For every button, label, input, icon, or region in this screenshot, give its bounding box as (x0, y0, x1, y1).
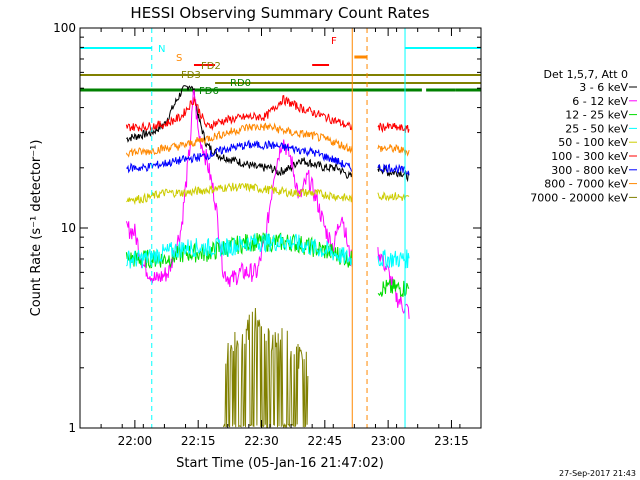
legend-entry: 7000 - 20000 keV (530, 191, 628, 204)
x-tick-label: 22:45 (308, 434, 343, 448)
legend-entry: 300 - 800 keV (551, 164, 628, 177)
y-axis-label: Count Rate (s⁻¹ detector⁻¹) (29, 140, 44, 317)
legend-entry: 50 - 100 keV (558, 136, 628, 149)
flag-label: N (158, 44, 165, 55)
legend-entry: 25 - 50 keV (565, 122, 628, 135)
axes: 22:00 22:15 22:30 22:45 23:00 23:15 1 10 100 (53, 21, 482, 448)
legend-entry: 3 - 6 keV (579, 81, 628, 94)
flag-label: RD0 (230, 78, 251, 89)
legend-entry: 800 - 7000 keV (544, 178, 628, 191)
series-line (125, 122, 410, 158)
flag-label: FD3 (181, 70, 201, 81)
legend-title: Det 1,5,7, Att 0 (544, 68, 628, 81)
x-axis-label: Start Time (05-Jan-16 21:47:02) (176, 456, 384, 471)
series-line (126, 232, 410, 269)
series-line (126, 139, 410, 176)
flag-label: FD6 (199, 86, 219, 97)
x-tick-label: 22:00 (118, 434, 153, 448)
series-line (126, 182, 410, 206)
footer-timestamp: 27-Sep-2017 21:43 (559, 469, 636, 478)
flag-label: F (331, 36, 337, 47)
x-tick-label: 22:30 (244, 434, 279, 448)
y-tick-label: 100 (53, 21, 76, 35)
legend-entry: 12 - 25 keV (565, 109, 628, 122)
series-layer (125, 85, 410, 429)
chart-title: HESSI Observing Summary Count Rates (130, 4, 429, 22)
series-line (223, 307, 309, 429)
legend-entry: 6 - 12 keV (572, 95, 628, 108)
flag-label: FD2 (201, 61, 221, 72)
flag-label: S (176, 53, 182, 64)
y-tick-label: 10 (61, 221, 76, 235)
x-tick-label: 23:15 (434, 434, 469, 448)
series-line (125, 94, 410, 134)
x-tick-label: 22:15 (181, 434, 216, 448)
legend-entry: 100 - 300 keV (551, 150, 628, 163)
x-tick-label: 23:00 (371, 434, 406, 448)
y-tick-label: 1 (68, 421, 76, 435)
